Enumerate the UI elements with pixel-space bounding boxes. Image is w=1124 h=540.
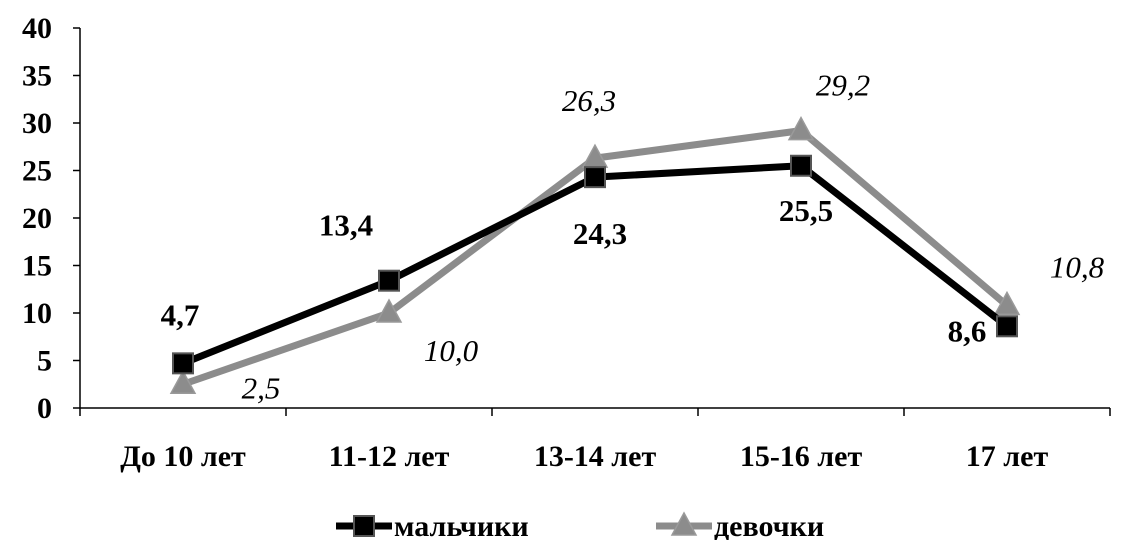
data-labels: 4,7 13,4 24,3 25,5 8,6 2,5 10,0 26,3 29,2 10,8 bbox=[161, 68, 1105, 406]
y-tick-label: 5 bbox=[37, 345, 52, 378]
data-point-triangle bbox=[375, 298, 403, 323]
y-tick-label: 40 bbox=[22, 12, 52, 45]
y-tick-labels: 0 5 10 15 20 25 30 35 40 bbox=[22, 12, 52, 425]
legend-marker-triangle bbox=[670, 511, 698, 536]
y-tick-label: 35 bbox=[22, 60, 52, 93]
legend-item-girls: девочки bbox=[656, 510, 824, 540]
data-label: 13,4 bbox=[319, 208, 373, 243]
data-label: 2,5 bbox=[242, 370, 281, 405]
data-point-square bbox=[378, 269, 400, 292]
data-point-square bbox=[172, 352, 194, 375]
axes bbox=[73, 27, 1111, 416]
legend-label: девочки bbox=[714, 510, 824, 540]
series-layer bbox=[169, 116, 1021, 394]
data-label: 25,5 bbox=[779, 193, 833, 228]
data-label: 4,7 bbox=[161, 297, 200, 332]
data-label: 10,8 bbox=[1050, 249, 1105, 284]
x-category-label: 11-12 лет bbox=[329, 440, 450, 473]
legend: мальчики девочки bbox=[336, 510, 824, 540]
y-tick-label: 0 bbox=[37, 392, 52, 425]
data-point-triangle bbox=[787, 116, 815, 141]
x-category-labels: До 10 лет 11-12 лет 13-14 лет 15-16 лет 17 л… bbox=[120, 440, 1048, 473]
series-girls bbox=[169, 116, 1021, 394]
data-label: 10,0 bbox=[424, 333, 479, 368]
y-tick-label: 30 bbox=[22, 107, 52, 140]
data-point-triangle bbox=[169, 369, 197, 394]
data-label: 8,6 bbox=[948, 313, 987, 348]
data-label: 26,3 bbox=[562, 83, 616, 118]
y-tick-label: 10 bbox=[22, 297, 52, 330]
x-category-label: До 10 лет bbox=[120, 440, 246, 473]
y-tick-label: 20 bbox=[22, 202, 52, 235]
x-category-label: 17 лет bbox=[966, 440, 1049, 473]
series-line bbox=[181, 162, 1010, 367]
data-point-square bbox=[790, 154, 812, 177]
data-label: 24,3 bbox=[573, 216, 627, 251]
legend-label: мальчики bbox=[394, 510, 529, 540]
data-label: 29,2 bbox=[816, 68, 870, 103]
data-point-square bbox=[996, 315, 1018, 338]
legend-item-boys: мальчики bbox=[336, 510, 529, 540]
series-boys bbox=[172, 154, 1018, 375]
x-category-label: 15-16 лет bbox=[740, 440, 863, 473]
data-point-square bbox=[584, 166, 606, 189]
y-tick-label: 15 bbox=[22, 250, 52, 283]
legend-marker-square bbox=[353, 515, 375, 537]
x-category-label: 13-14 лет bbox=[534, 440, 657, 473]
data-point-triangle bbox=[993, 290, 1021, 316]
y-tick-label: 25 bbox=[22, 155, 52, 188]
